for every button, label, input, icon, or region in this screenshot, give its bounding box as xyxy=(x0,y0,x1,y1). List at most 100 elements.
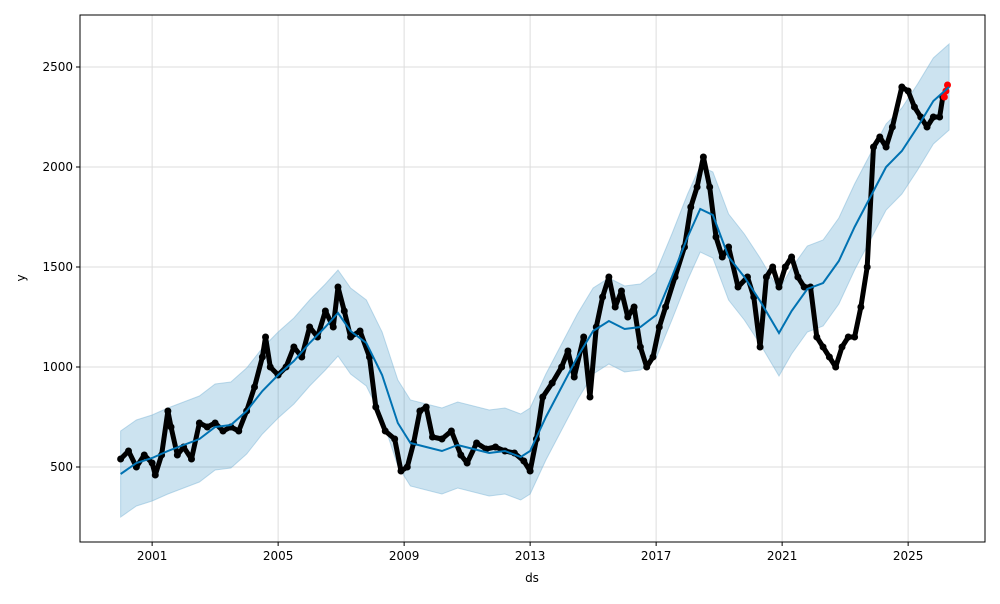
observed-point xyxy=(888,123,896,131)
observed-point xyxy=(599,293,607,301)
observed-point xyxy=(381,427,389,435)
x-tick-label: 2005 xyxy=(263,549,294,563)
observed-point xyxy=(290,343,298,351)
y-tick-label: 1000 xyxy=(42,360,73,374)
observed-point xyxy=(794,273,802,281)
observed-point xyxy=(403,463,411,471)
x-tick-label: 2017 xyxy=(641,549,672,563)
observed-point xyxy=(693,183,701,191)
observed-point xyxy=(526,467,534,475)
observed-point xyxy=(687,203,695,211)
observed-point xyxy=(262,333,270,341)
observed-point xyxy=(580,333,588,341)
x-tick-label: 2021 xyxy=(767,549,798,563)
observed-point xyxy=(372,403,380,411)
observed-point xyxy=(630,303,638,311)
observed-density-trace xyxy=(118,84,946,478)
observed-points xyxy=(117,83,947,479)
observed-point xyxy=(211,419,219,427)
observed-point xyxy=(167,423,175,431)
observed-point xyxy=(775,283,783,291)
observed-point xyxy=(605,273,613,281)
x-axis-label: ds xyxy=(525,571,539,585)
observed-point xyxy=(203,423,211,431)
y-axis: 500 1000 1500 2000 2500 xyxy=(42,60,80,474)
y-tick-label: 1500 xyxy=(42,260,73,274)
observed-point xyxy=(140,451,148,459)
observed-point xyxy=(699,153,707,161)
observed-point xyxy=(251,383,259,391)
observed-point xyxy=(125,447,133,455)
observed-point xyxy=(564,347,572,355)
observed-point xyxy=(725,243,733,251)
highlighted-point xyxy=(944,81,952,89)
observed-point xyxy=(769,263,777,271)
observed-point xyxy=(929,113,937,121)
observed-point xyxy=(340,307,348,315)
observed-point xyxy=(863,263,871,271)
observed-point xyxy=(195,419,203,427)
observed-point xyxy=(718,253,726,261)
observed-point xyxy=(851,333,859,341)
highlighted-point xyxy=(940,93,948,101)
x-tick-label: 2009 xyxy=(389,549,420,563)
observed-point xyxy=(258,353,266,361)
observed-point xyxy=(457,451,465,459)
observed-point xyxy=(923,123,931,131)
observed-point xyxy=(428,433,436,441)
observed-point xyxy=(876,133,884,141)
y-tick-label: 2000 xyxy=(42,160,73,174)
observed-point xyxy=(869,143,877,151)
observed-point xyxy=(819,343,827,351)
observed-point xyxy=(649,353,657,361)
observed-point xyxy=(148,459,156,467)
observed-point xyxy=(788,253,796,261)
observed-point xyxy=(611,303,619,311)
observed-point xyxy=(586,393,594,401)
observed-point xyxy=(844,333,852,341)
observed-point xyxy=(643,363,651,371)
observed-point xyxy=(164,407,172,415)
plot-frame xyxy=(79,14,986,543)
observed-point xyxy=(734,283,742,291)
observed-point xyxy=(655,323,663,331)
observed-point xyxy=(800,283,808,291)
observed-point xyxy=(904,87,912,95)
observed-point xyxy=(334,283,342,291)
observed-point xyxy=(712,233,720,241)
observed-point xyxy=(838,343,846,351)
observed-point xyxy=(882,143,890,151)
observed-point xyxy=(473,439,481,447)
observed-point xyxy=(117,455,125,463)
observed-point xyxy=(898,83,906,91)
x-tick-label: 2001 xyxy=(137,549,168,563)
y-tick-label: 2500 xyxy=(42,60,73,74)
observed-point xyxy=(306,323,314,331)
observed-point xyxy=(463,459,471,467)
observed-point xyxy=(235,427,243,435)
observed-point xyxy=(491,443,499,451)
observed-point xyxy=(558,363,566,371)
observed-point xyxy=(438,435,446,443)
observed-point xyxy=(662,303,670,311)
observed-point xyxy=(548,379,556,387)
x-tick-label: 2025 xyxy=(893,549,924,563)
observed-point xyxy=(570,373,578,381)
observed-point xyxy=(936,113,944,121)
observed-point xyxy=(173,451,181,459)
observed-point xyxy=(219,427,227,435)
observed-point xyxy=(520,457,528,465)
observed-point xyxy=(447,427,455,435)
observed-point xyxy=(756,343,764,351)
observed-point xyxy=(416,407,424,415)
observed-point xyxy=(266,363,274,371)
observed-point xyxy=(857,303,865,311)
observed-point xyxy=(762,273,770,281)
observed-point xyxy=(188,455,196,463)
forecast-line xyxy=(120,86,950,475)
y-tick-label: 500 xyxy=(50,460,73,474)
observed-point xyxy=(391,435,399,443)
x-tick-label: 2013 xyxy=(515,549,546,563)
observed-point xyxy=(321,307,329,315)
